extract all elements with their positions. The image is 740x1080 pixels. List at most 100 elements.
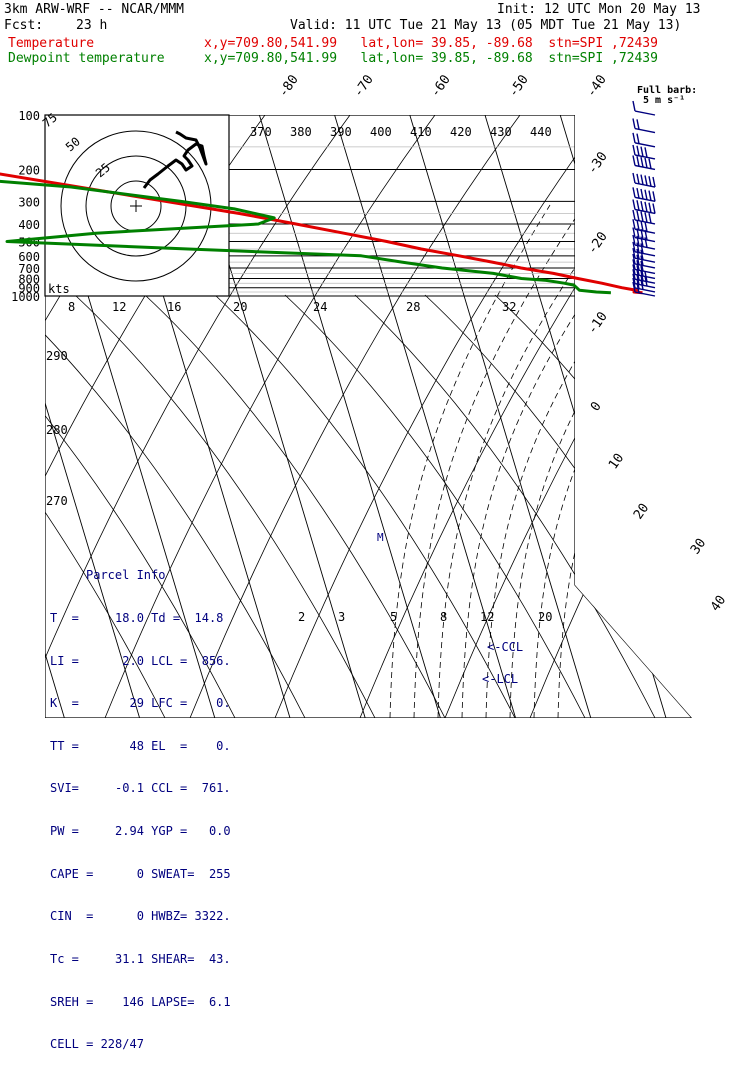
wind-barb-flag <box>632 281 636 293</box>
wind-barb <box>632 281 656 297</box>
wind-barb-flag <box>644 221 648 232</box>
wind-barb-flag <box>644 157 648 169</box>
wind-barb-flag <box>648 190 652 201</box>
legend-dewpoint-info: x,y=709.80,541.99 lat,lon= 39.85, -89.68… <box>204 51 658 66</box>
isotherm-line <box>334 115 517 718</box>
forecast-label: Fcst: <box>4 18 44 33</box>
wind-barb-flag <box>644 212 648 223</box>
wind-barb-flag <box>636 228 640 239</box>
dry-adiabat-line <box>284 294 586 718</box>
mixing-ratio-label: 20 <box>233 300 247 314</box>
wind-barb-flag <box>648 158 652 169</box>
wind-barb-flag <box>640 174 644 185</box>
temperature-tick-label: -40 <box>584 72 610 100</box>
temperature-tick-label: -70 <box>351 72 377 100</box>
wind-barb-flag <box>632 269 636 280</box>
pressure-tick-label: 200 <box>18 163 40 177</box>
dry-adiabat-line <box>359 115 691 718</box>
hodograph-unit-label: kts <box>48 282 70 296</box>
wind-barb-flag <box>636 145 640 156</box>
wind-barb <box>632 144 656 160</box>
temperature-tick-label: -50 <box>506 72 532 100</box>
temperature-tick-label: 40 <box>708 593 729 614</box>
mixing-ratio-label: 8 <box>68 300 75 314</box>
wind-barb-flag <box>640 275 644 286</box>
wind-barb-flag <box>636 274 640 285</box>
wind-barb-flag <box>644 237 648 248</box>
hodograph-trace <box>142 130 208 189</box>
wind-barb <box>632 219 656 234</box>
valid-time: Valid: 11 UTC Tue 21 May 13 (05 MDT Tue … <box>290 18 682 33</box>
parcel-info-row: CAPE = 0 SWEAT= 255 <box>50 866 231 881</box>
temperature-tick-label: -10 <box>585 309 611 337</box>
dewpoint-line <box>0 179 611 295</box>
wind-barb-flag <box>652 203 656 214</box>
wind-barb-flag <box>640 236 644 247</box>
dry-adiabat-line <box>45 294 166 718</box>
wind-barb-flag <box>632 234 636 246</box>
pressure-tick-label: 900 <box>18 282 40 296</box>
dry-adiabat-line <box>74 294 376 718</box>
wind-barb-flag <box>640 211 644 222</box>
parcel-info-row: SREH = 146 LAPSE= 6.1 <box>50 994 231 1009</box>
wind-barb-staff <box>634 164 656 171</box>
wind-barb-flag <box>640 270 644 281</box>
theta-e-label: 400 <box>370 125 392 139</box>
wind-barb-staff <box>634 142 656 148</box>
mixing-ratio-lower-label: 5 <box>390 610 397 624</box>
wind-barb-staff <box>634 182 656 188</box>
moist-adiabat-line <box>509 204 692 718</box>
wind-barb-flag <box>648 213 652 224</box>
adiabat-label: 280 <box>46 423 68 437</box>
wind-barb-flag <box>632 277 636 289</box>
mixing-ratio-label: 28 <box>406 300 420 314</box>
theta-e-label: 440 <box>530 125 552 139</box>
wind-barb-flag <box>640 243 644 254</box>
pressure-tick-label: 800 <box>18 272 40 286</box>
wind-barb-flag <box>636 210 640 221</box>
legend-temperature-info: x,y=709.80,541.99 lat,lon= 39.85, -89.68… <box>204 36 658 51</box>
wind-barb-flag <box>644 275 648 287</box>
wind-barb-flag <box>636 235 640 246</box>
wind-barb-flag <box>632 219 636 230</box>
temperature-tick-label: -20 <box>585 229 611 257</box>
wind-barb-flag <box>632 144 636 156</box>
wind-barb-flag <box>632 264 636 275</box>
wind-barb-flag <box>644 229 648 241</box>
theta-e-label: 370 <box>250 125 272 139</box>
wind-barb-flag <box>636 200 640 211</box>
dry-adiabat-line <box>45 115 351 718</box>
mixing-ratio-label: 24 <box>313 300 327 314</box>
dry-adiabat-line <box>354 294 656 718</box>
dry-adiabat-line <box>104 115 436 718</box>
parcel-info-row: T = 18.0 Td = 14.8 <box>50 611 224 626</box>
mixing-ratio-lower-label: 2 <box>298 610 305 624</box>
parcel-info-row: LI = 2.0 LCL = 856. <box>50 653 231 668</box>
wind-barb-flag <box>632 227 636 238</box>
wind-barb-flag <box>636 219 640 231</box>
wind-barb-flag <box>640 249 644 260</box>
mixing-ratio-label: 32 <box>502 300 516 314</box>
parcel-info-row: PW = 2.94 YGP = 0.0 <box>50 824 231 839</box>
wind-barb-flag <box>636 248 640 260</box>
wind-barb-flag <box>632 172 636 184</box>
legend-dewpoint-label: Dewpoint temperature <box>8 51 165 66</box>
pressure-tick-label: 700 <box>18 262 40 276</box>
temperature-tick-label: 30 <box>688 536 709 557</box>
wind-barb <box>632 209 656 225</box>
temperature-tick-label: -80 <box>276 72 302 100</box>
temperature-tick-label: 20 <box>631 501 652 522</box>
parcel-info-row: CELL = 228/47 <box>50 1037 144 1052</box>
wind-barb-staff <box>634 196 656 203</box>
temperature-tick-label: 0 <box>588 399 605 414</box>
wind-barb-flag <box>652 176 656 188</box>
dry-adiabat-line <box>529 115 692 718</box>
pressure-tick-label: 1000 <box>11 290 40 304</box>
dry-adiabat-line <box>214 294 516 718</box>
isotherm-line <box>484 115 667 718</box>
wind-barb-flag <box>640 200 644 212</box>
lcl-marker: <-LCL <box>482 672 518 686</box>
wind-barb <box>632 187 656 203</box>
mixing-ratio-label: 12 <box>112 300 126 314</box>
